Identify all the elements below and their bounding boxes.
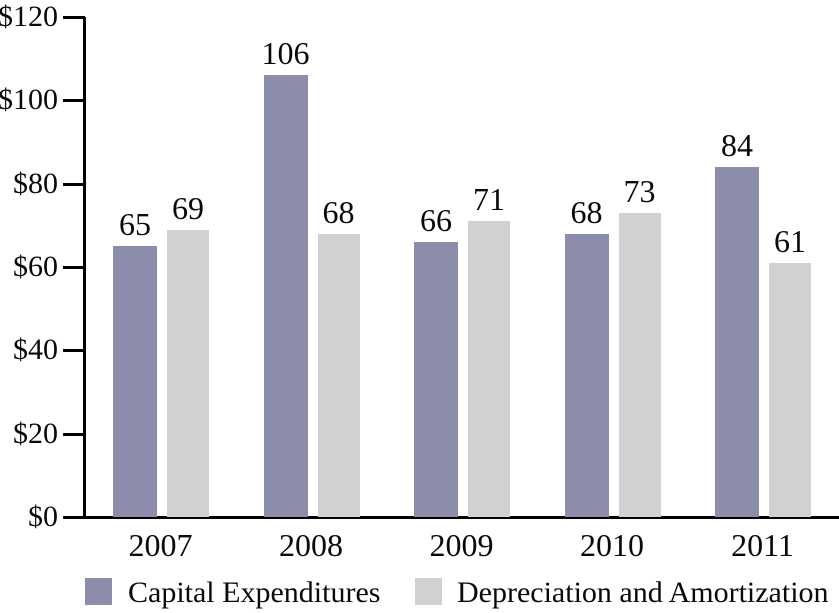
bar-depreciation-and-amortization-2010 [618, 212, 661, 517]
legend-swatch-depreciation-and-amortization [415, 578, 442, 605]
bar-value-label: 65 [119, 206, 151, 243]
bar-depreciation-and-amortization-2008 [317, 233, 360, 517]
y-tick-label: $40 [13, 333, 58, 367]
bar-capital-expenditures-2009 [414, 242, 458, 517]
bar-value-label: 73 [623, 172, 656, 209]
x-category-label: 2009 [429, 527, 494, 563]
x-category-label: 2011 [731, 527, 794, 563]
bar-value-label: 84 [721, 127, 753, 163]
y-tick-label: $120 [0, 0, 58, 33]
y-tick [63, 16, 85, 19]
legend-item-capital-expenditures: Capital Expenditures [0, 570, 839, 613]
bar-capital-expenditures-2007 [113, 246, 157, 517]
y-tick-label: $100 [0, 83, 58, 117]
bar-value-label: 61 [774, 222, 806, 259]
x-category-label: 2008 [279, 527, 343, 563]
bar-value-label: 71 [473, 181, 505, 218]
bar-capital-expenditures-2010 [564, 233, 609, 517]
bar-depreciation-and-amortization-2007 [167, 229, 209, 517]
bar-value-label: 68 [570, 193, 603, 230]
y-tick-label: $80 [13, 166, 58, 200]
legend-swatch-capital-expenditures [85, 578, 112, 605]
y-tick-label: $0 [28, 500, 58, 533]
y-tick [63, 99, 85, 103]
y-tick-label: $20 [13, 416, 58, 450]
bar-value-label: 106 [261, 35, 310, 72]
x-axis-line [63, 516, 839, 519]
y-tick [63, 182, 85, 186]
bar-capital-expenditures-2011 [715, 167, 759, 517]
plot-area: $0 $20 $40 $60 $80 $100 $120 65 106 66 68 84 69 68 71 7… [0, 0, 839, 563]
legend-item-depreciation-and-amortization: Depreciation and Amortization [0, 570, 839, 613]
bar-value-label: 68 [322, 193, 355, 230]
x-category-label: 2007 [128, 527, 193, 563]
y-tick [63, 266, 85, 269]
bar-value-label: 66 [420, 202, 452, 238]
bar-depreciation-and-amortization-2009 [468, 221, 510, 517]
chart-legend: Capital Expenditures Depreciation and Amo… [0, 570, 839, 613]
y-tick [63, 516, 85, 519]
x-category-label: 2010 [580, 527, 644, 563]
legend-label: Capital Expenditures [128, 576, 381, 609]
bar-capital-expenditures-2008 [263, 75, 308, 517]
bar-value-label: 69 [172, 189, 204, 226]
y-tick [63, 349, 85, 353]
bar-depreciation-and-amortization-2011 [769, 262, 811, 517]
legend-label: Depreciation and Amortization [457, 576, 829, 609]
y-tick [63, 432, 85, 436]
y-tick-label: $60 [13, 250, 58, 283]
